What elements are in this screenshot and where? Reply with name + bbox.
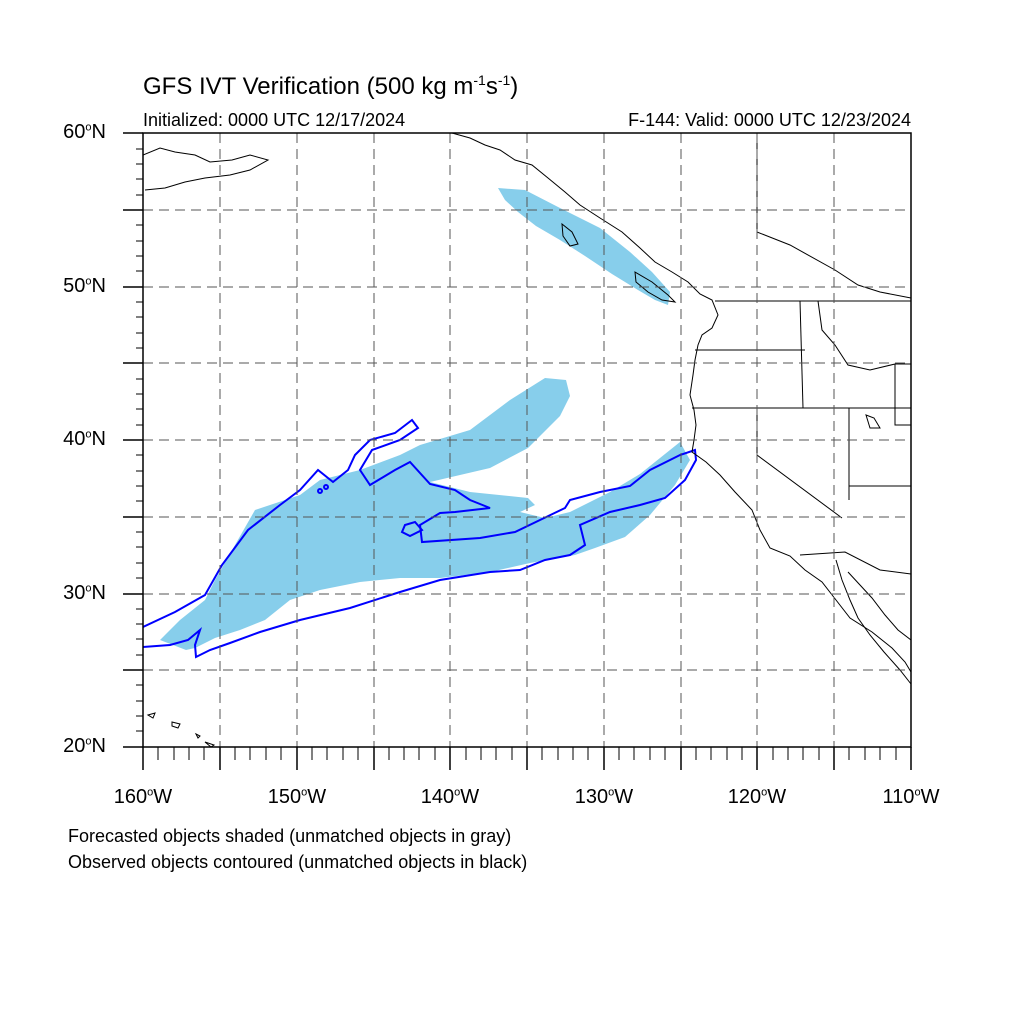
lat-label-60: 60oN: [63, 121, 106, 143]
bc-alaska-coast: [451, 133, 911, 673]
bottom-minor-ticks: [157, 747, 897, 760]
wyoming-line: [894, 363, 911, 426]
great-salt-lake: [865, 414, 881, 429]
bottom-major-ticks: [142, 747, 912, 770]
vancouver-island: [634, 271, 677, 303]
lon-label-150: 150oW: [267, 786, 327, 808]
observed-note: Observed objects contoured (unmatched ob…: [68, 852, 528, 872]
ca-nv-border: [756, 408, 843, 519]
observed-objects: [143, 418, 698, 659]
plot-frame: [142, 132, 912, 748]
forecast-objects: [160, 188, 690, 650]
lon-label-120: 120oW: [727, 786, 787, 808]
lon-label-110: 110oW: [882, 786, 940, 808]
lon-label-160: 160oW: [113, 786, 173, 808]
lon-label-140: 140oW: [420, 786, 480, 808]
mexico-coast: [847, 571, 911, 641]
left-minor-ticks: [136, 148, 143, 732]
grid: [143, 133, 911, 747]
left-major-ticks: [123, 132, 143, 748]
initialized-label: Initialized: 0000 UTC 12/17/2024: [143, 110, 406, 130]
alaska-coast: [143, 147, 270, 191]
valid-time-label: F-144: Valid: 0000 UTC 12/23/2024: [628, 110, 911, 130]
forecast-object-north: [498, 188, 670, 305]
coastlines: [143, 133, 911, 747]
observed-object-dot: [323, 484, 329, 490]
lon-label-130: 130oW: [574, 786, 634, 808]
lat-label-20: 20oN: [63, 735, 106, 757]
lat-label-40: 40oN: [63, 428, 106, 450]
hawaii-islands: [146, 712, 216, 747]
observed-object-hole: [400, 520, 424, 538]
oregon-idaho-line: [799, 300, 804, 409]
observed-object-dot: [317, 488, 323, 494]
forecast-note: Forecasted objects shaded (unmatched obj…: [68, 826, 512, 846]
us-mexico-border: [799, 551, 911, 575]
chart-title: GFS IVT Verification (500 kg m-1s-1): [143, 72, 519, 100]
haida-gwaii: [561, 222, 579, 247]
idaho-border: [817, 300, 896, 371]
axis-ticks: [123, 132, 912, 770]
lat-label-30: 30oN: [63, 582, 106, 604]
forecast-object-main: [160, 378, 690, 650]
baja-california: [835, 559, 911, 685]
observed-object-main: [143, 418, 698, 659]
lat-label-50: 50oN: [63, 275, 106, 297]
